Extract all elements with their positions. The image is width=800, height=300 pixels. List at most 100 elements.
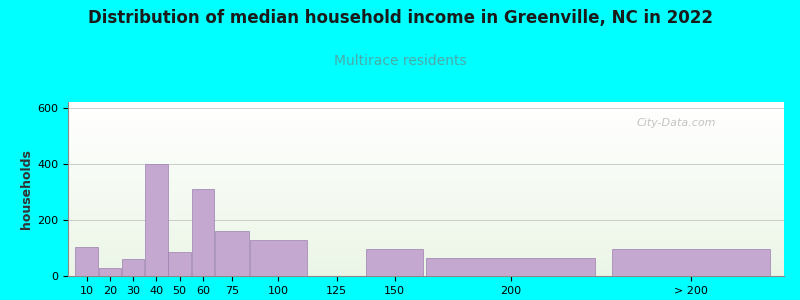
Bar: [68, 193, 784, 194]
Bar: [68, 158, 784, 159]
Bar: [68, 163, 784, 165]
Bar: [426, 258, 595, 276]
Bar: [68, 144, 784, 146]
Bar: [250, 239, 306, 276]
Bar: [68, 112, 784, 114]
Bar: [68, 227, 784, 229]
Bar: [215, 231, 249, 276]
Bar: [68, 274, 784, 276]
Bar: [68, 126, 784, 128]
Bar: [68, 200, 784, 201]
Bar: [68, 243, 784, 245]
Bar: [68, 185, 784, 187]
Bar: [68, 248, 784, 250]
Y-axis label: households: households: [20, 149, 33, 229]
Bar: [68, 106, 784, 107]
Bar: [68, 123, 784, 124]
Bar: [68, 222, 784, 224]
Bar: [68, 198, 784, 200]
Bar: [68, 156, 784, 158]
Bar: [68, 137, 784, 139]
Bar: [68, 119, 784, 121]
Text: City-Data.com: City-Data.com: [637, 118, 716, 128]
Bar: [68, 203, 784, 205]
Bar: [68, 167, 784, 168]
Bar: [68, 187, 784, 189]
Bar: [68, 107, 784, 109]
Bar: [68, 232, 784, 234]
Bar: [68, 245, 784, 246]
Bar: [68, 114, 784, 116]
Bar: [68, 196, 784, 198]
Bar: [68, 229, 784, 231]
Bar: [68, 180, 784, 182]
Bar: [168, 252, 191, 276]
Bar: [68, 189, 784, 191]
Bar: [75, 247, 98, 276]
Bar: [68, 173, 784, 175]
Bar: [68, 135, 784, 137]
Bar: [68, 118, 784, 119]
Bar: [191, 189, 214, 276]
Bar: [68, 140, 784, 142]
Bar: [68, 104, 784, 106]
Bar: [122, 259, 144, 276]
Bar: [68, 213, 784, 215]
Bar: [68, 259, 784, 260]
Bar: [68, 151, 784, 152]
Bar: [68, 226, 784, 227]
Bar: [68, 139, 784, 140]
Bar: [68, 224, 784, 226]
Bar: [68, 159, 784, 161]
Bar: [68, 152, 784, 154]
Bar: [68, 260, 784, 262]
Bar: [68, 234, 784, 236]
Bar: [68, 165, 784, 167]
Bar: [68, 177, 784, 178]
Bar: [68, 128, 784, 130]
Text: Distribution of median household income in Greenville, NC in 2022: Distribution of median household income …: [87, 9, 713, 27]
Bar: [68, 182, 784, 184]
Bar: [68, 272, 784, 274]
Bar: [68, 168, 784, 170]
Bar: [68, 149, 784, 151]
Bar: [68, 219, 784, 220]
Bar: [68, 252, 784, 254]
Bar: [68, 121, 784, 123]
Bar: [68, 262, 784, 264]
Bar: [68, 215, 784, 217]
Bar: [68, 124, 784, 126]
Bar: [68, 109, 784, 111]
Bar: [366, 249, 423, 276]
Bar: [68, 255, 784, 257]
Bar: [68, 246, 784, 248]
Bar: [68, 205, 784, 206]
Bar: [68, 264, 784, 266]
Bar: [68, 111, 784, 112]
Bar: [68, 266, 784, 267]
Bar: [68, 206, 784, 208]
Bar: [68, 191, 784, 193]
Bar: [68, 220, 784, 222]
Bar: [68, 172, 784, 173]
Bar: [68, 231, 784, 233]
Bar: [68, 102, 784, 104]
Bar: [68, 142, 784, 144]
Bar: [68, 132, 784, 133]
Text: Multirace residents: Multirace residents: [334, 54, 466, 68]
Bar: [68, 147, 784, 149]
Bar: [68, 201, 784, 203]
Bar: [68, 130, 784, 132]
Bar: [68, 133, 784, 135]
Bar: [68, 238, 784, 239]
Bar: [68, 210, 784, 212]
Bar: [68, 267, 784, 269]
Bar: [68, 250, 784, 252]
Bar: [68, 212, 784, 213]
Bar: [68, 271, 784, 272]
Bar: [68, 146, 784, 147]
Bar: [68, 178, 784, 180]
Bar: [68, 170, 784, 172]
Bar: [68, 175, 784, 177]
Bar: [68, 236, 784, 238]
